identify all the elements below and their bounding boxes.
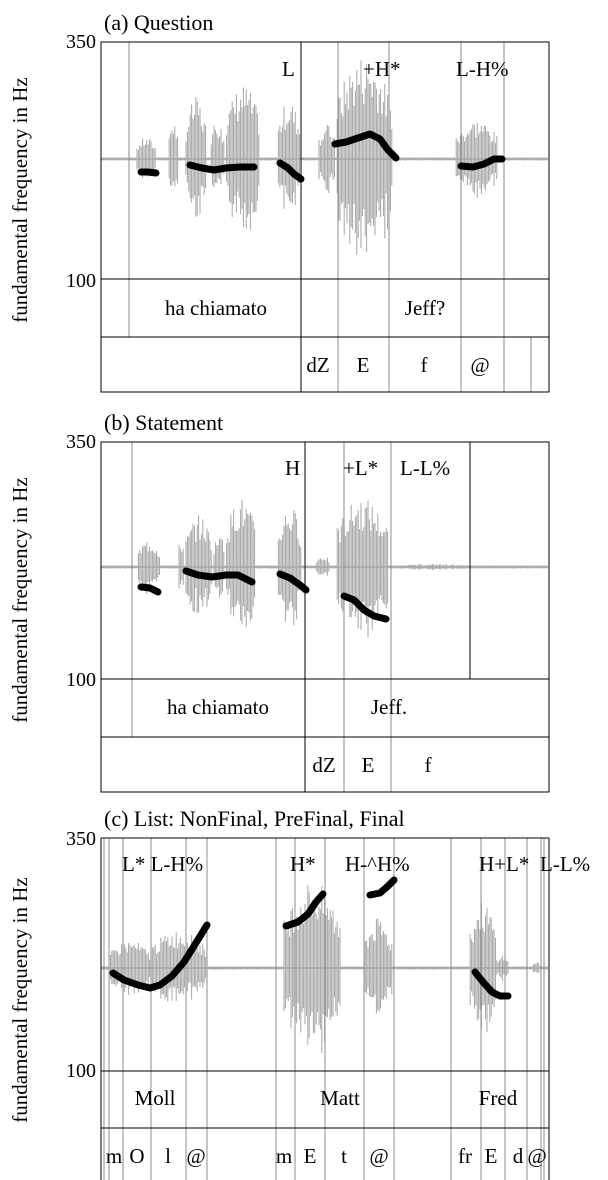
panel-c-seg-9: fr [458,1144,472,1168]
panel-c-tone-5: L-L% [540,852,590,876]
panel-a-seg-1: dZ [306,353,329,377]
panel-a-seg-2: E [357,353,370,377]
panel-c-word-3: Fred [479,1086,518,1110]
panel-c-seg-5: m [276,1144,292,1168]
panel-c-word-2: Matt [320,1086,360,1110]
panel-c-tone-1: L* L-H% [122,852,203,876]
panel-b-word-2: Jeff. [371,695,407,719]
panel-a-tone-1: L [282,57,295,81]
panel-b-seg-1: dZ [312,753,335,777]
panel-b-seg-3: f [425,753,432,777]
panel-b-pitch-track [137,567,390,623]
panel-a-boundaries [128,42,532,392]
panel-a-seg-4: @ [470,353,489,377]
panel-c-seg-7: t [341,1144,347,1168]
panel-c-pitch-segment-1 [109,921,211,992]
panel-b-ymin: 100 [66,669,96,691]
panel-c-tone-4: H+L* [479,852,529,876]
panel-c-ylabel: fundamental frequency in Hz [8,877,32,1122]
panel-c-title: (c) List: NonFinal, PreFinal, Final [104,806,405,831]
panel-a-seg-3: f [421,353,428,377]
panel-c-seg-2: O [129,1144,144,1168]
panel-a-wave-trace [101,60,548,255]
panel-b-seg-2: E [362,753,375,777]
panel-b-tone-1: H [285,456,300,480]
panel-b-pitch-segment-4 [340,592,390,623]
panel-b-pitch-segment-1 [137,583,162,596]
panel-b-word-1: ha chiamato [167,695,269,719]
panel-a: (a) Question 350 100 fundamental frequen… [8,10,550,393]
panel-a-ymin: 100 [66,270,96,292]
panel-a-tone-3: L-H% [456,57,508,81]
panel-a-frame [100,41,550,393]
panel-c-seg-1: m [106,1144,122,1168]
panel-c-seg-6: E [304,1144,317,1168]
panel-a-title: (a) Question [104,10,213,35]
panel-c-seg-11: d [513,1144,524,1168]
panel-b-pitch-segment-2 [182,567,256,586]
panel-c-pitch-track [109,876,512,1000]
panel-b-boundaries [131,442,471,792]
panel-c-ymin: 100 [66,1060,96,1082]
panel-a-ylabel: fundamental frequency in Hz [8,77,32,322]
panel-b: (b) Statement 350 100 fundamental freque… [8,410,550,793]
panel-c-tone-2: H* [290,852,316,876]
panel-b-ylabel: fundamental frequency in Hz [8,477,32,722]
panel-c-pitch-segment-3 [366,876,398,899]
panel-c-seg-12: @ [527,1144,546,1168]
panel-b-ymax: 350 [66,431,96,453]
panel-a-pitch-track [137,130,506,183]
panel-b-waveform [101,499,548,638]
panel-c-seg-8: @ [369,1144,388,1168]
panel-c-seg-4: @ [186,1144,205,1168]
panel-a-pitch-segment-5 [457,155,506,171]
panel-c-ymax: 350 [66,828,96,850]
panel-c: (c) List: NonFinal, PreFinal, Final 350 … [8,806,590,1180]
panel-a-ymax: 350 [66,31,96,53]
panel-b-wave-trace [101,499,548,638]
panel-b-tone-2: +L* [343,456,378,480]
panel-c-seg-3: l [165,1144,171,1168]
panel-a-pitch-segment-1 [137,168,160,177]
panel-b-pitch-segment-3 [276,570,310,594]
panel-a-tone-2: +H* [363,57,401,81]
panel-b-title: (b) Statement [104,410,223,435]
panel-c-pitch-segment-2 [282,890,327,930]
panel-b-frame [100,441,550,793]
panel-c-word-1: Moll [135,1086,176,1110]
panel-a-word-2: Jeff? [405,296,445,320]
panel-c-boundaries [103,838,545,1180]
panel-a-pitch-segment-4 [331,130,400,162]
panel-a-waveform [101,60,548,255]
panel-b-tone-3: L-L% [400,456,450,480]
panel-a-pitch-segment-3 [276,159,305,183]
panel-a-word-1: ha chiamato [165,296,267,320]
panel-c-tone-3: H-^H% [345,852,410,876]
panel-a-pitch-segment-2 [186,161,258,174]
panel-c-pitch-segment-4 [471,968,512,1000]
panel-c-seg-10: E [485,1144,498,1168]
